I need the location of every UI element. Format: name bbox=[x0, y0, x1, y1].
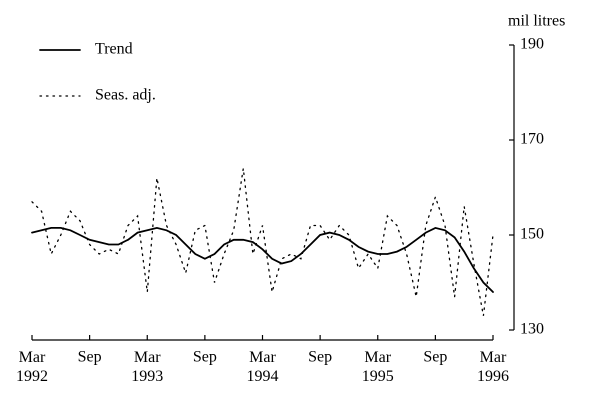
x-tick-label: Mar 1992 bbox=[16, 349, 48, 385]
legend-label: Trend bbox=[95, 41, 133, 58]
y-tick-label: 170 bbox=[520, 131, 544, 148]
x-tick-label: Sep bbox=[308, 349, 332, 366]
x-tick-label: Sep bbox=[423, 349, 447, 366]
x-tick-label: Sep bbox=[78, 349, 102, 366]
series-line bbox=[31, 226, 494, 293]
x-tick-label: Mar 1993 bbox=[131, 349, 163, 385]
y-tick-label: 130 bbox=[520, 321, 544, 338]
x-tick-label: Mar 1996 bbox=[477, 349, 509, 385]
x-tick-label: Mar 1995 bbox=[362, 349, 394, 385]
y-tick-label: 150 bbox=[520, 226, 544, 243]
y-tick-label: 190 bbox=[520, 36, 544, 53]
y-axis-label: mil litres bbox=[508, 13, 565, 30]
x-tick-label: Mar 1994 bbox=[247, 349, 279, 385]
series-line bbox=[31, 168, 494, 316]
legend-label: Seas. adj. bbox=[95, 87, 156, 104]
x-tick-label: Sep bbox=[193, 349, 217, 366]
